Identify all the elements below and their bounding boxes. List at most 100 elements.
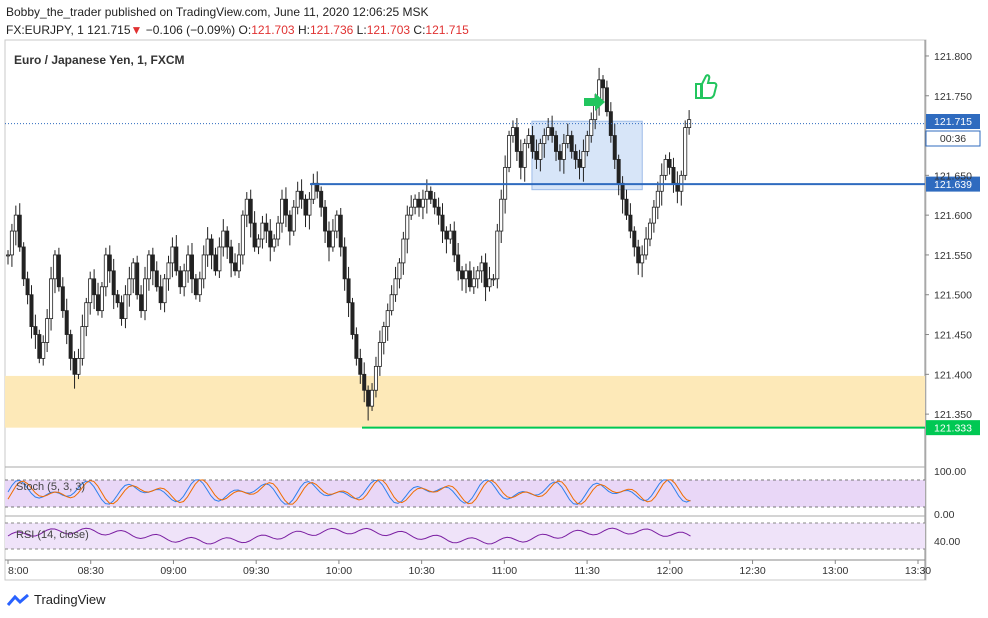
close-label: C: (413, 23, 426, 37)
stoch-label: Stoch (5, 3, 3) (16, 481, 85, 493)
candle-body (491, 278, 496, 281)
candle-body (260, 222, 265, 240)
stoch-d-line (7, 479, 691, 505)
thumbs-up-icon[interactable] (695, 74, 718, 99)
footer: TradingView (6, 592, 106, 607)
open-label: O: (238, 23, 252, 37)
candle-body (538, 143, 543, 160)
y-tick-label: 121.600 (934, 210, 972, 222)
candle-body (448, 230, 453, 240)
symbol-line: FX:EURJPY, 1 121.715▼ −0.106 (−0.09%) O:… (6, 23, 469, 37)
candle-body (60, 286, 65, 312)
candle-body (373, 365, 378, 391)
candle-body (162, 278, 167, 304)
candle-body (628, 214, 633, 232)
candle-body (115, 294, 120, 304)
y-tick-label: 121.650 (934, 170, 972, 182)
stoch-level-label: 100.00 (934, 466, 966, 478)
candle-body (428, 190, 433, 200)
candle-body (326, 230, 331, 248)
candle-body (166, 262, 171, 280)
candle-body (440, 214, 445, 232)
username[interactable]: Bobby_the_trader (6, 5, 102, 19)
candle-body (13, 214, 18, 232)
candle-body (338, 214, 343, 248)
candle-body (68, 334, 73, 359)
candle-body (334, 214, 339, 232)
x-tick-label: 08:30 (78, 565, 104, 577)
candle-body (323, 206, 328, 232)
candle-body (193, 278, 198, 296)
candle-body (636, 246, 641, 264)
candle-body (268, 230, 273, 248)
candle-body (452, 230, 457, 256)
candle-body (80, 326, 85, 359)
low-label: L: (356, 23, 367, 37)
candle-body (264, 222, 269, 232)
candle-body (96, 294, 101, 312)
brand-label[interactable]: TradingView (34, 592, 106, 607)
candle-body (186, 254, 191, 272)
rsi-band (5, 523, 925, 549)
candle-body (37, 334, 42, 359)
candle-body (287, 214, 292, 232)
candle-body (385, 310, 390, 327)
candle-body (41, 342, 46, 359)
candle-body (272, 238, 277, 248)
y-tick-label: 121.800 (934, 51, 972, 63)
candle-body (366, 389, 371, 407)
symbol: FX:EURJPY, 1 (6, 23, 84, 37)
arrow-right-icon[interactable] (584, 93, 605, 111)
candle-body (608, 111, 613, 136)
candle-body (252, 222, 257, 248)
candle-body (581, 151, 586, 168)
candle-body (550, 127, 555, 136)
candle-body (417, 198, 422, 208)
open-value: 121.703 (251, 23, 295, 37)
candle-body (577, 159, 582, 168)
candle-body (205, 238, 210, 256)
candle-body (585, 135, 590, 152)
candle-body (616, 159, 621, 184)
y-tick-label: 121.350 (934, 409, 972, 421)
candle-body (21, 246, 26, 280)
candle-body (217, 246, 222, 272)
candle-body (201, 254, 206, 280)
hline-price-label: 121.639 (934, 179, 972, 191)
candle-body (405, 214, 410, 240)
close-value: 121.715 (425, 23, 469, 37)
candle-body (111, 270, 116, 296)
candle-body (647, 222, 652, 240)
candle-body (401, 238, 406, 264)
candle-body (295, 190, 300, 208)
candle-body (518, 151, 523, 168)
candle-body (291, 206, 296, 232)
candle-body (561, 143, 566, 160)
candle-body (248, 198, 253, 224)
tradingview-logo-icon[interactable] (6, 593, 30, 607)
x-tick-label: 12:00 (657, 565, 683, 577)
candle-body (256, 238, 261, 248)
candle-body (299, 190, 304, 200)
candle-body (84, 302, 89, 327)
stoch-level-label: 0.00 (934, 509, 955, 521)
candle-body (499, 198, 504, 232)
candle-body (554, 135, 559, 152)
candle-body (174, 246, 179, 272)
y-tick-label: 121.400 (934, 369, 972, 381)
candle-body (244, 198, 249, 216)
candle-body (72, 358, 77, 375)
candle-body (119, 302, 124, 320)
candle-body (604, 87, 609, 113)
candle-body (640, 254, 645, 264)
candle-body (342, 246, 347, 280)
candle-body (460, 270, 465, 280)
rsi-label: RSI (14, close) (16, 529, 89, 541)
candle-body (311, 182, 316, 200)
y-tick-label: 121.450 (934, 330, 972, 342)
candle-body (236, 254, 241, 272)
candle-body (88, 278, 93, 304)
candle-body (514, 127, 519, 152)
stoch-k-line (7, 479, 691, 505)
